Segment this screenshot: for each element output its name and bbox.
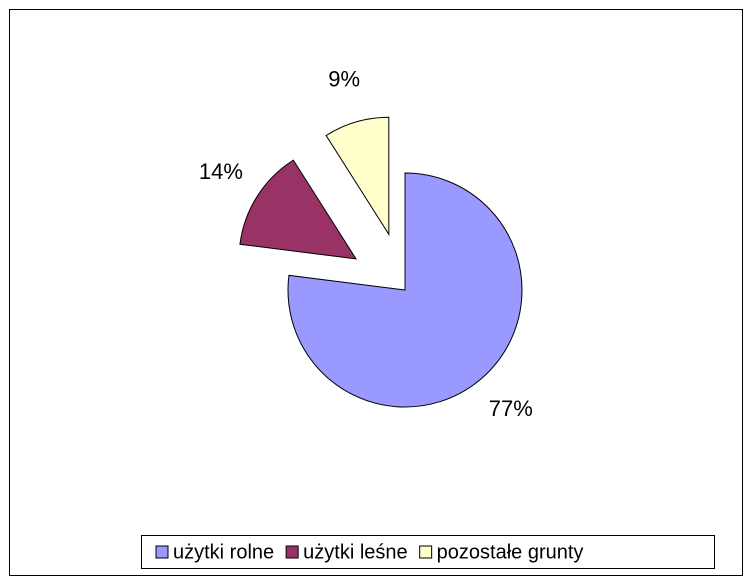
legend-swatch <box>285 545 299 559</box>
legend-label: użytki rolne <box>173 541 274 563</box>
legend-swatch <box>155 545 169 559</box>
data-label: 14% <box>199 159 243 184</box>
legend-swatch <box>419 545 433 559</box>
legend-label: pozostałe grunty <box>437 541 584 563</box>
pie-slice <box>325 116 390 237</box>
data-label: 77% <box>489 396 533 421</box>
legend-label: użytki leśne <box>303 541 408 563</box>
pie-slice <box>239 159 358 260</box>
pie-slice <box>287 172 523 408</box>
data-label: 9% <box>328 66 360 91</box>
